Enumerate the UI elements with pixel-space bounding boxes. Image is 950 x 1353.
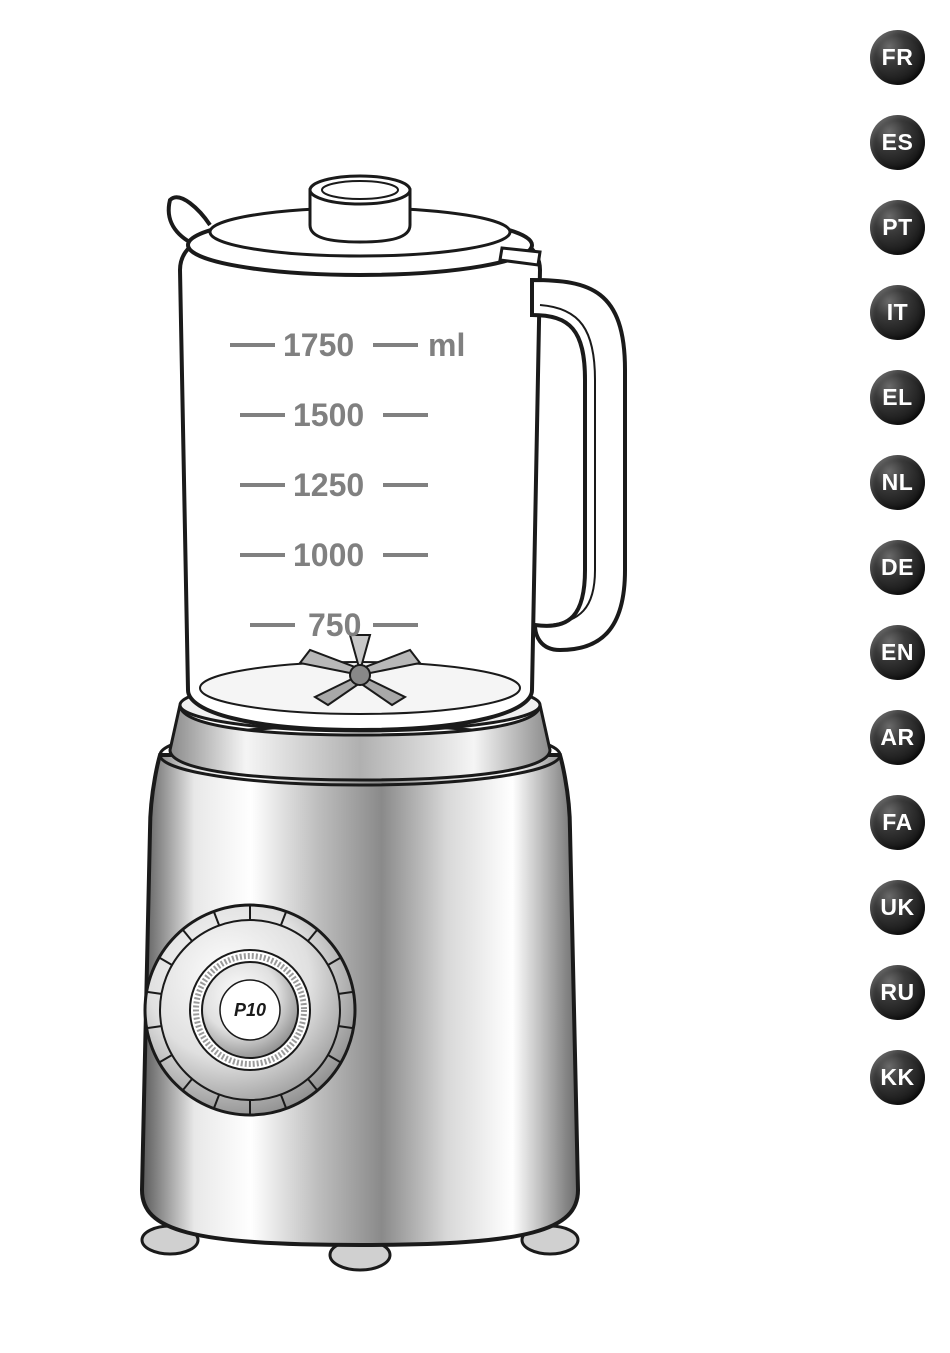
lang-label: RU [880,979,914,1006]
language-column: FR ES PT IT EL NL DE EN AR FA UK RU KK [870,30,925,1105]
lang-label: FR [882,44,914,71]
meas-value: 750 [308,607,361,643]
lang-badge-es[interactable]: ES [870,115,925,170]
lang-badge-fr[interactable]: FR [870,30,925,85]
lang-badge-fa[interactable]: FA [870,795,925,850]
lang-badge-pt[interactable]: PT [870,200,925,255]
meas-unit: ml [428,327,465,363]
lang-label: EL [882,384,912,411]
lang-badge-it[interactable]: IT [870,285,925,340]
lang-badge-ar[interactable]: AR [870,710,925,765]
dial-label: P10 [234,1000,266,1020]
lang-label: ES [882,129,914,156]
page-root: P10 [0,0,950,1353]
meas-value: 1500 [293,397,364,433]
lang-badge-nl[interactable]: NL [870,455,925,510]
lang-badge-de[interactable]: DE [870,540,925,595]
speed-dial[interactable]: P10 [145,905,355,1115]
blender-illustration: P10 [70,130,670,1280]
lang-label: DE [881,554,914,581]
lang-label: UK [880,894,914,921]
lang-badge-el[interactable]: EL [870,370,925,425]
meas-value: 1000 [293,537,364,573]
lang-label: PT [882,214,912,241]
lang-label: KK [880,1064,914,1091]
jar-handle [532,280,625,650]
lang-label: NL [882,469,914,496]
lang-label: IT [887,299,908,326]
meas-value: 1250 [293,467,364,503]
lang-badge-ru[interactable]: RU [870,965,925,1020]
lid-cap [310,176,410,242]
lang-badge-kk[interactable]: KK [870,1050,925,1105]
lang-label: AR [880,724,914,751]
lang-label: FA [882,809,912,836]
meas-value: 1750 [283,327,354,363]
lang-label: EN [881,639,914,666]
lang-badge-en[interactable]: EN [870,625,925,680]
lang-badge-uk[interactable]: UK [870,880,925,935]
